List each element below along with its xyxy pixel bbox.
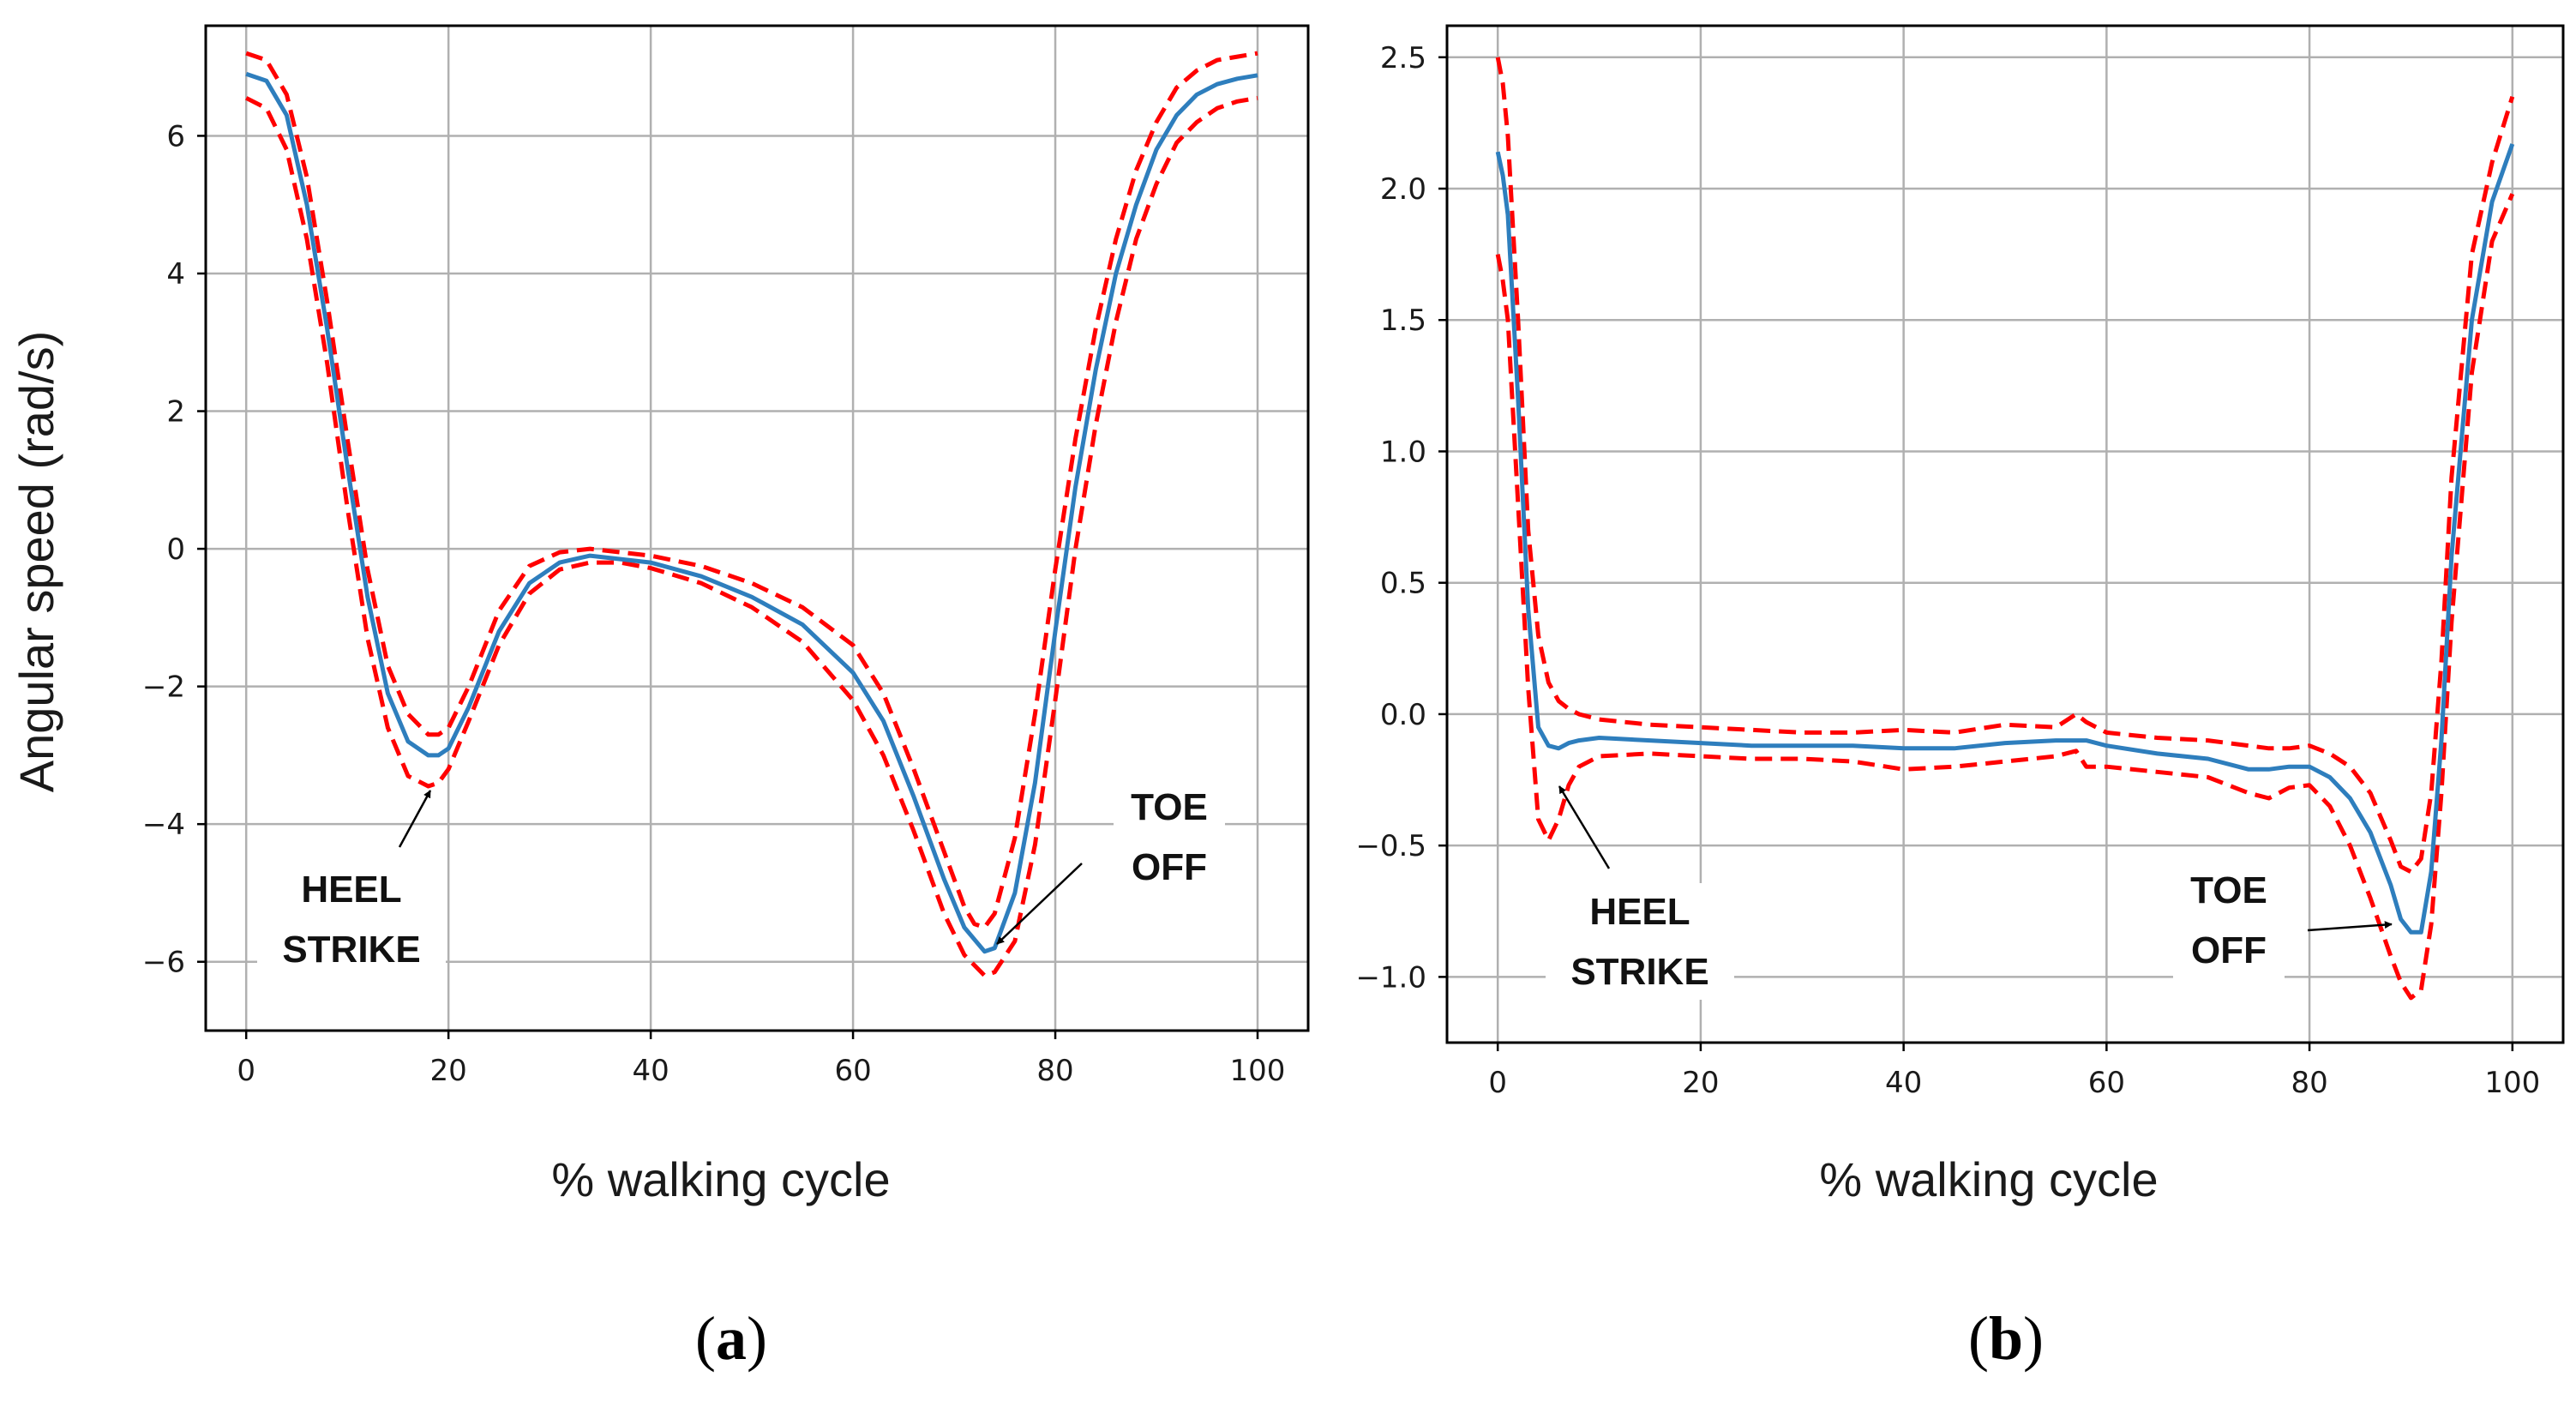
x-tick-label: 40: [632, 1054, 669, 1088]
annotation-arrow: [398, 790, 432, 848]
ticks-b: 0 20 40 60 80 100 2.5 2.0 1.5 1.0 0.5 0.0 −0.5 −1.0: [1355, 41, 2540, 1100]
x-tick-label: 80: [2291, 1066, 2327, 1100]
annotation-text: OFF: [1132, 846, 1207, 888]
annotation-text: HEEL: [301, 869, 401, 911]
annotation-backing: [2173, 862, 2285, 978]
x-tick-label: 20: [430, 1054, 467, 1088]
plot-frame-a: [204, 24, 1310, 1032]
series-line-upper-bound: [1495, 57, 2515, 875]
annotation-arrow: [2307, 921, 2393, 932]
y-tick-label: 1.5: [1380, 304, 1426, 338]
x-tick-label: 20: [1682, 1066, 1719, 1100]
annotation-toe-off: TOE OFF: [2173, 862, 2393, 978]
y-tick-label: −4: [142, 808, 185, 842]
y-tick-label: −1.0: [1355, 960, 1426, 995]
annotation-heel-strike: HEEL STRIKE: [1546, 785, 1734, 1000]
x-tick-label: 60: [834, 1054, 871, 1088]
annotation-text: HEEL: [1589, 891, 1690, 933]
annotation-arrow: [1558, 785, 1611, 869]
annotation-arrow: [996, 863, 1083, 945]
y-tick-label: 0.0: [1380, 698, 1426, 732]
x-axis-label-b: % walking cycle: [1819, 1152, 2158, 1206]
y-axis-label-a: Angular speed (rad/s): [9, 331, 63, 793]
y-tick-label: −6: [142, 946, 185, 980]
series-line-lower-bound: [245, 95, 1258, 978]
plot-frame-b: [1445, 24, 2565, 1044]
series-line-lower-bound: [1495, 193, 2515, 1001]
y-tick-label: 1.0: [1380, 435, 1426, 469]
grid-a: [206, 26, 1308, 1031]
annotation-text: STRIKE: [282, 929, 420, 971]
annotations-a: HEEL STRIKE TOE OFF: [257, 779, 1225, 977]
y-tick-label: 0: [166, 532, 185, 567]
annotation-backing: [257, 861, 446, 977]
annotation-text: TOE: [1131, 786, 1208, 828]
chart-panel-b: 0 20 40 60 80 100 2.5 2.0 1.5 1.0 0.5 0.0 −0.5 −1.0 H…: [1355, 24, 2565, 1373]
y-tick-label: 6: [166, 119, 185, 153]
x-tick-label: 0: [237, 1054, 255, 1088]
series-group-b: [1495, 57, 2515, 1001]
annotation-backing: [1546, 883, 1734, 1000]
annotation-text: STRIKE: [1570, 951, 1708, 993]
annotations-b: HEEL STRIKE TOE OFF: [1546, 785, 2393, 1000]
x-tick-label: 60: [2088, 1066, 2125, 1100]
annotation-toe-off: TOE OFF: [996, 779, 1225, 945]
x-axis-label-a: % walking cycle: [551, 1152, 890, 1206]
series-group-a: [245, 51, 1258, 978]
x-tick-label: 100: [1230, 1054, 1286, 1088]
annotation-heel-strike: HEEL STRIKE: [257, 790, 446, 977]
annotation-backing: [1114, 779, 1225, 895]
panel-label-b: (b): [1968, 1304, 2044, 1373]
grid-b: [1447, 26, 2563, 1043]
y-tick-label: 0.5: [1380, 567, 1426, 601]
y-tick-label: 4: [166, 257, 185, 292]
annotation-text: TOE: [2190, 869, 2267, 911]
series-line-upper-bound: [245, 51, 1258, 930]
y-tick-label: −2: [142, 670, 185, 705]
annotation-text: OFF: [2191, 929, 2267, 971]
y-tick-label: 2.0: [1380, 172, 1426, 207]
y-tick-label: 2: [166, 395, 185, 430]
panel-label-a: (a): [695, 1304, 767, 1373]
x-tick-label: 80: [1036, 1054, 1073, 1088]
y-tick-label: 2.5: [1380, 41, 1426, 75]
series-line-mean: [1495, 143, 2515, 935]
y-tick-label: −0.5: [1355, 829, 1426, 863]
x-tick-label: 100: [2484, 1066, 2540, 1100]
series-line-mean: [245, 71, 1258, 954]
x-tick-label: 0: [1488, 1066, 1507, 1100]
x-tick-label: 40: [1885, 1066, 1922, 1100]
